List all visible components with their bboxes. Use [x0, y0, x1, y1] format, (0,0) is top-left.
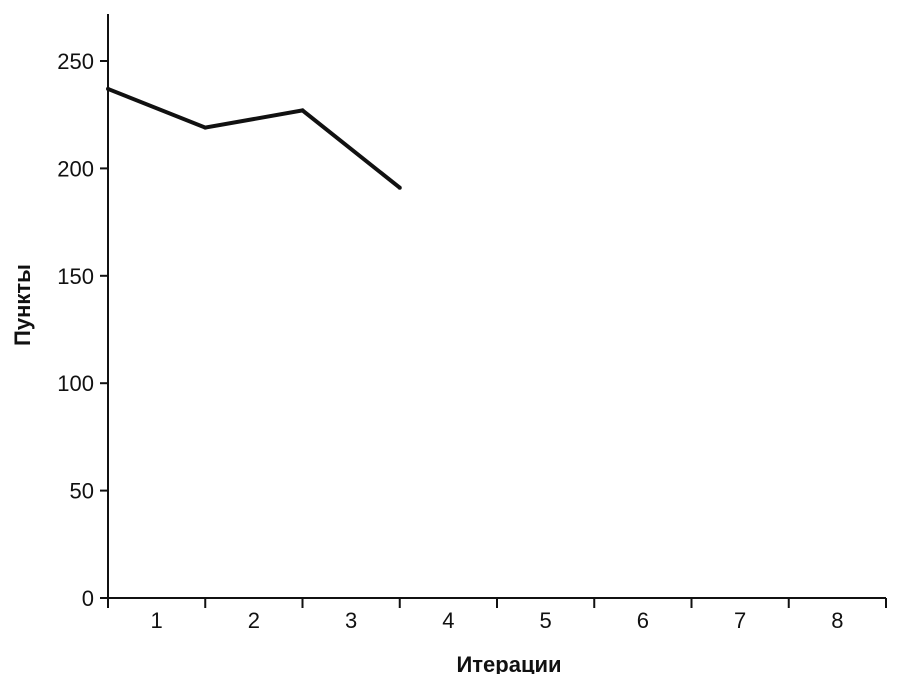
x-tick-label: 1 [151, 608, 163, 633]
data-point [106, 86, 110, 91]
y-tick-label: 150 [57, 264, 94, 289]
x-tick-label: 7 [734, 608, 746, 633]
x-tick-label: 3 [345, 608, 357, 633]
x-tick-label: 8 [831, 608, 843, 633]
y-axis-title: Пункты [10, 264, 35, 346]
x-tick-label: 4 [442, 608, 454, 633]
data-point [397, 185, 402, 190]
y-tick-label: 50 [70, 479, 94, 504]
x-tick-label: 2 [248, 608, 260, 633]
x-axis-ticks: 1 2 3 4 5 6 7 8 [107, 598, 887, 633]
axes [107, 14, 886, 599]
x-axis-title: Итерации [456, 652, 561, 674]
y-tick-label: 200 [57, 156, 94, 181]
y-tick-label: 100 [57, 371, 94, 396]
x-tick-label: 5 [540, 608, 552, 633]
data-point [203, 125, 208, 130]
y-tick-label: 0 [82, 586, 94, 611]
x-tick-label: 6 [637, 608, 649, 633]
series-line [107, 87, 401, 190]
y-tick-label: 250 [57, 49, 94, 74]
series-layer [106, 86, 402, 190]
data-point [300, 108, 305, 113]
y-axis-ticks: 0 50 100 150 200 250 [57, 49, 108, 611]
